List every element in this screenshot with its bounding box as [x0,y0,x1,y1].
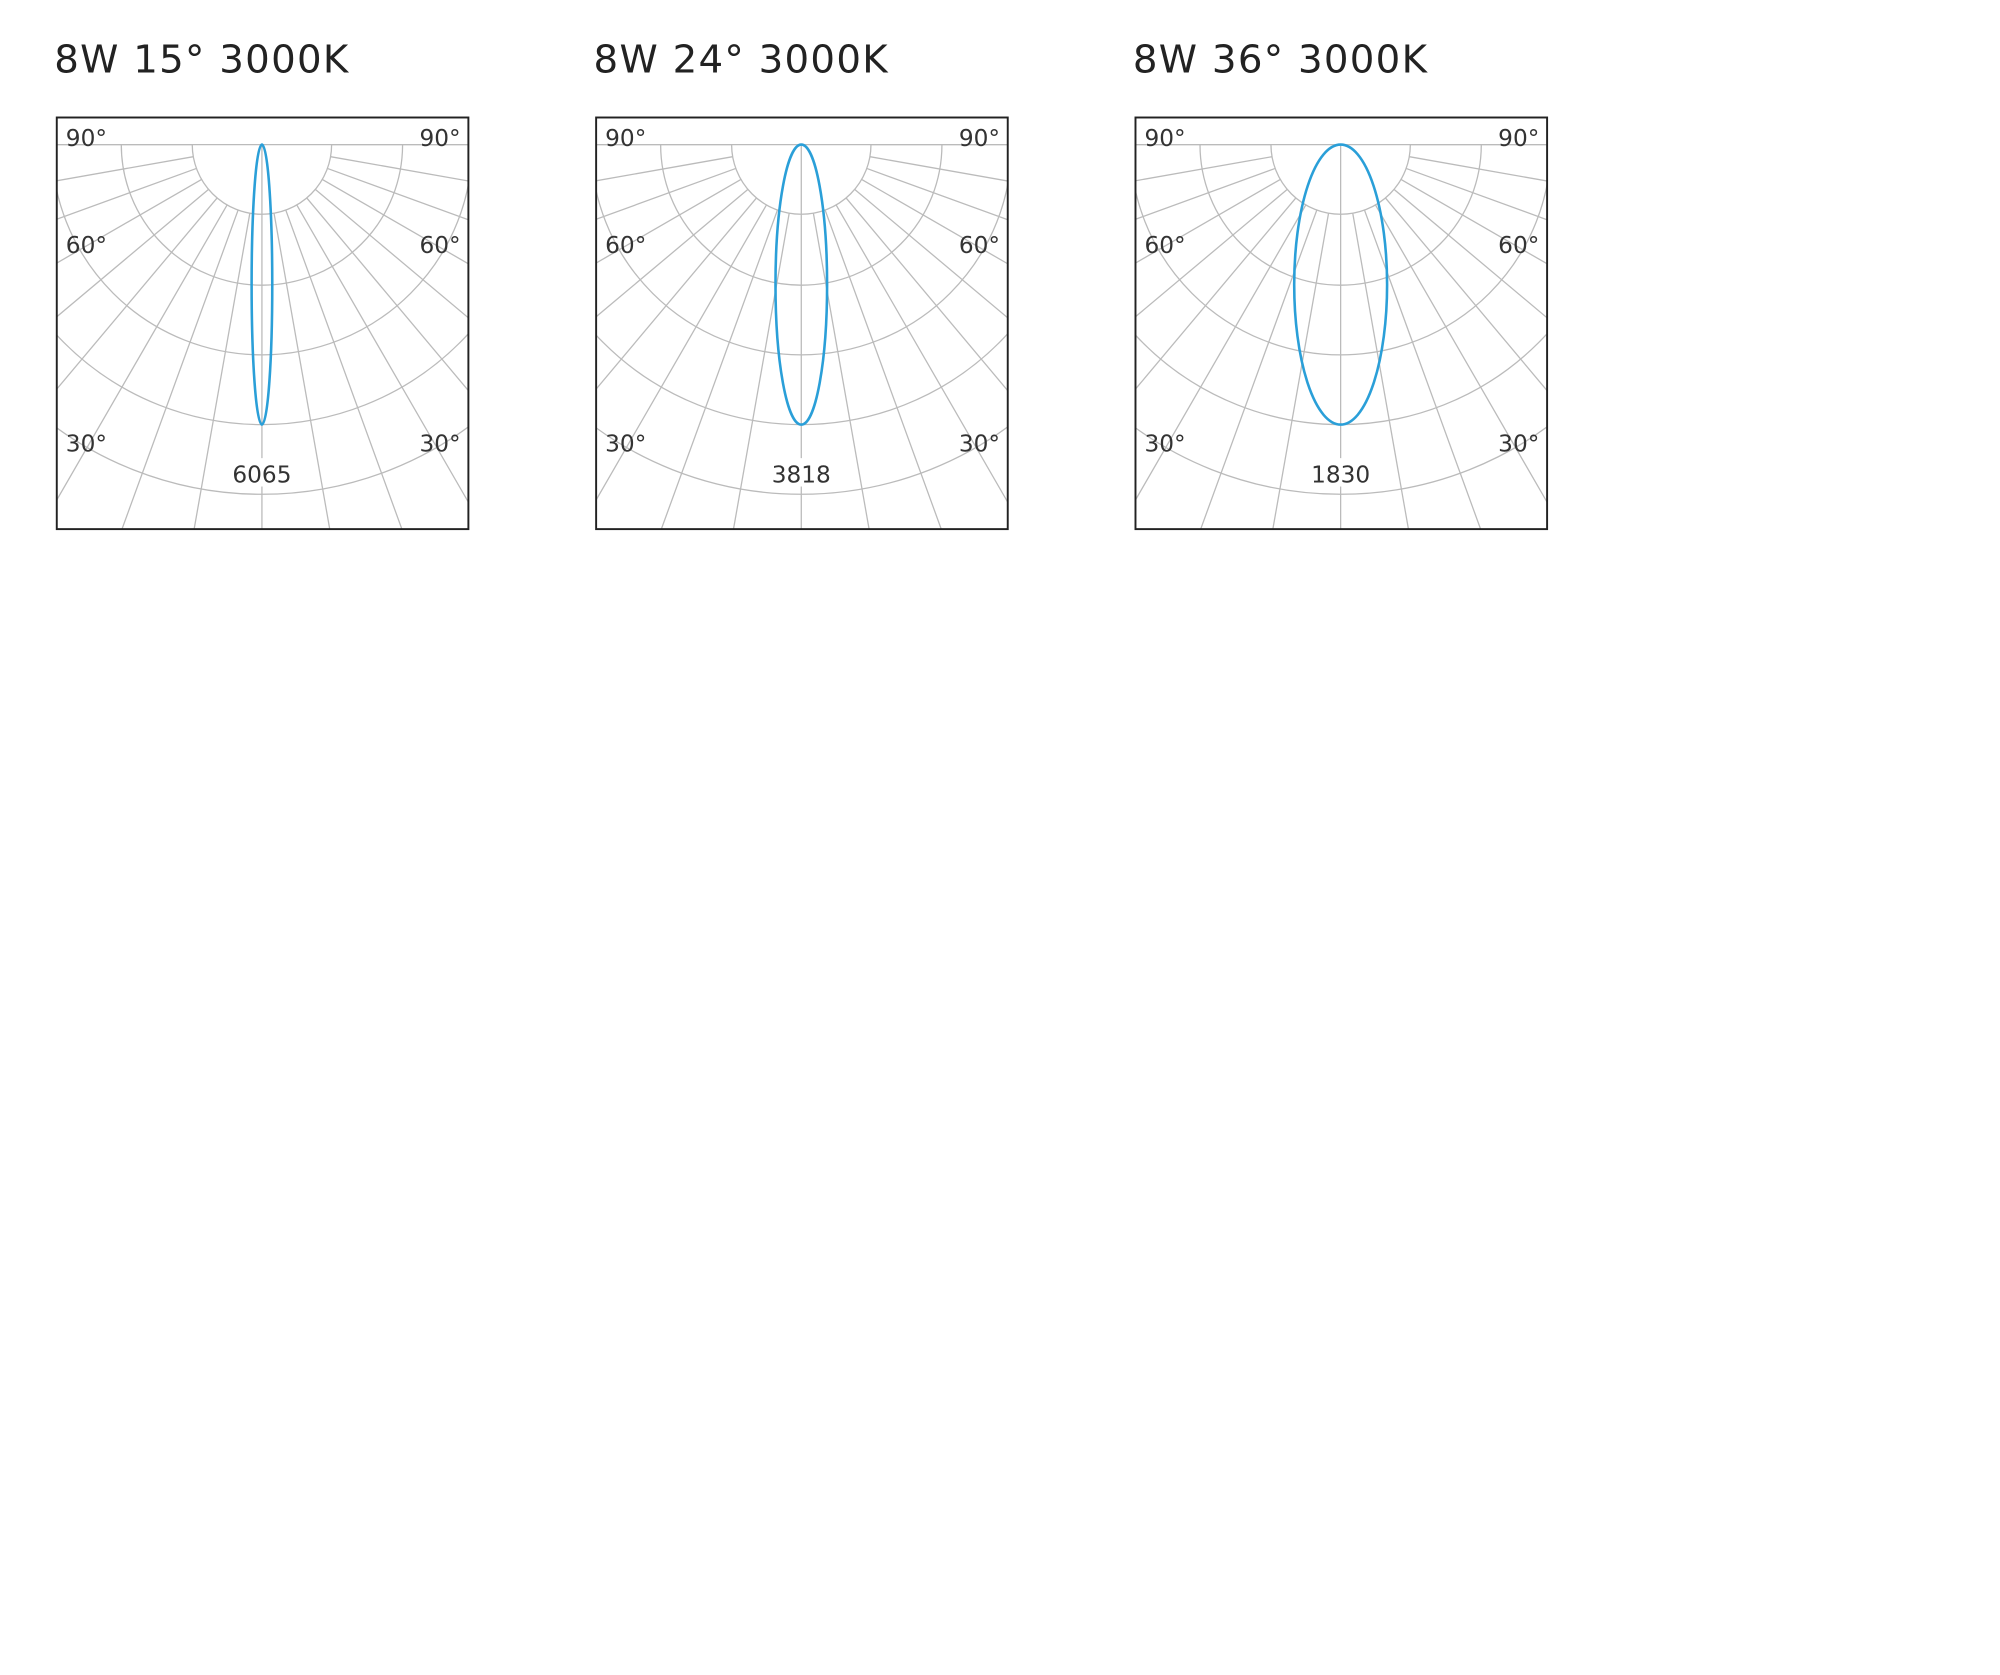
grid-radial [1352,213,1410,530]
grid [56,143,469,530]
grid-radial [1200,209,1318,530]
grid-radial [1135,156,1273,182]
grid-radial [56,204,228,502]
angle-label: 30° [66,431,107,458]
grid-radial [596,167,737,220]
grid-radial [596,178,742,264]
angle-label: 60° [605,232,646,259]
grid-radial [56,178,202,264]
grid-radial [1393,188,1548,319]
label-bg [1307,458,1375,487]
grid-radial [869,156,1008,182]
panel-frame [1134,116,1549,531]
grid-radial [596,204,768,502]
grid-radial [1135,188,1288,318]
angle-label: 90° [959,125,1000,152]
grid [1135,143,1548,530]
angle-label: 60° [1498,232,1539,259]
peak-value: 3818 [772,462,831,489]
label-bg [767,458,835,487]
grid-radial [1405,167,1548,221]
grid-radial [327,167,469,221]
grid-radial [273,213,331,530]
grid-radial [596,156,733,182]
grid-radial [1135,167,1276,220]
grid-radial [56,167,197,220]
angle-label: 90° [66,125,107,152]
grid-radial [56,156,194,182]
grid-radial [1374,204,1548,504]
grid-radial [596,188,749,318]
grid-radial [193,213,251,530]
grid-radial [321,178,469,265]
label-bg [228,458,296,487]
grid-radial [854,188,1008,319]
grid-radial [861,178,1008,265]
panel-frame [55,116,470,531]
angle-label: 30° [605,431,646,458]
beam-curve [774,143,829,426]
grid-radial [596,197,757,391]
grid-radial [1135,178,1281,264]
angle-label: 30° [959,431,1000,458]
grid-radial [835,204,1008,504]
grid-radial [285,209,403,530]
grid-radial [1400,178,1548,265]
angle-label: 60° [959,232,1000,259]
grid-radial [1135,204,1307,502]
grid-radial [1272,213,1330,530]
beam-curve [1292,143,1389,426]
grid-radial [1384,197,1548,392]
grid-radial [306,197,469,392]
peak-value: 6065 [232,462,291,489]
grid-radial [1409,156,1548,182]
grid-radial [824,209,942,530]
beam-curve [250,143,274,426]
grid-radial [1363,209,1482,530]
angle-label: 60° [1145,232,1186,259]
grid-radial [296,204,469,504]
polar-diagram: 90° 90° 60° 60° 30° 30° 3818 [595,116,1009,531]
grid-radial [56,188,209,318]
angle-label: 30° [1145,431,1186,458]
angle-label: 90° [1145,125,1186,152]
polar-diagram: 90° 90° 60° 60° 30° 30° 1830 [1134,116,1549,531]
angle-label: 30° [419,431,460,458]
polar-diagram: 90° 90° 60° 60° 30° 30° 6065 [55,116,470,531]
grid-radial [56,197,218,391]
grid-radial [845,197,1008,392]
grid-radial [121,209,239,530]
grid-radial [1135,197,1297,391]
panel-title: 8W 15° 3000K [54,37,350,82]
grid [596,143,1008,530]
grid-radial [660,209,779,530]
panel-title: 8W 36° 3000K [1133,37,1429,82]
panel-title: 8W 24° 3000K [594,37,890,82]
angle-label: 60° [66,232,107,259]
grid-radial [330,156,469,182]
angle-label: 60° [419,232,460,259]
grid-radial [314,188,469,319]
angle-label: 90° [419,125,460,152]
angle-label: 90° [605,125,646,152]
angle-label: 30° [1498,431,1539,458]
angle-label: 90° [1498,125,1539,152]
panel-frame [595,116,1009,531]
peak-value: 1830 [1311,462,1370,489]
grid-radial [866,167,1008,221]
